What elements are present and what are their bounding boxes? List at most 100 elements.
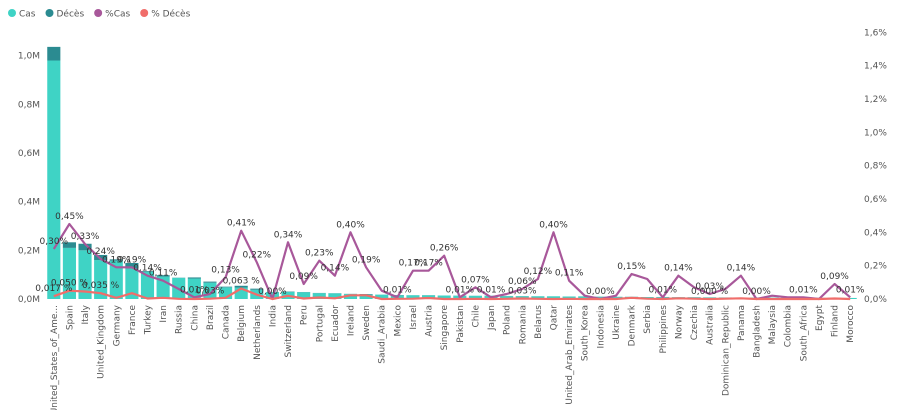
- data-label: 0,22%: [243, 250, 272, 260]
- data-label: 0,01%: [446, 285, 475, 295]
- x-tick-label: Switzerland: [284, 305, 294, 358]
- bar: [500, 296, 514, 299]
- bar: [62, 242, 76, 248]
- bar: [406, 295, 420, 299]
- x-tick-label: Italy: [81, 304, 91, 324]
- data-label: 0,14%: [664, 264, 693, 274]
- data-label: 0,017 %: [35, 284, 73, 294]
- x-tick-label: United_Kingdom: [97, 305, 107, 379]
- data-label: 0,01%: [180, 285, 209, 295]
- data-label: 0,03%: [196, 287, 225, 297]
- y-tick-label: 0,4M: [18, 198, 40, 208]
- data-label: 0,09%: [289, 272, 318, 282]
- bar: [546, 296, 561, 299]
- data-label: 0,050 %: [51, 279, 89, 289]
- legend-marker: [45, 9, 54, 17]
- legend-marker: [140, 9, 149, 17]
- data-label: 0,17%: [414, 259, 443, 269]
- bar: [125, 262, 139, 269]
- x-tick-label: Pakistan: [456, 305, 466, 343]
- x-tick-label: Bangladesh: [753, 305, 763, 358]
- x-tick-label: Peru: [300, 305, 310, 325]
- x-tick-label: Mexico: [393, 305, 403, 337]
- data-label: 0,11%: [149, 269, 178, 279]
- y2-tick-label: 0,4%: [864, 228, 887, 238]
- bar: [140, 271, 155, 272]
- x-tick-label: Colombia: [784, 305, 794, 347]
- legend-label: %Cas: [105, 10, 130, 20]
- x-tick-label: Egypt: [815, 305, 825, 331]
- data-label: 0,19%: [118, 255, 147, 265]
- line: [53, 287, 851, 301]
- data-label: 0,41%: [227, 219, 256, 229]
- x-tick-label: Morocco: [846, 305, 856, 343]
- bar: [109, 259, 123, 261]
- data-label: 0,19%: [102, 255, 131, 265]
- bar: [328, 293, 342, 299]
- data-label: 0,26%: [430, 244, 459, 254]
- bar: [62, 247, 76, 299]
- data-label: 0,24%: [86, 247, 115, 257]
- x-tick-label: Romania: [518, 305, 528, 344]
- data-label: 0,40%: [539, 220, 568, 230]
- bar: [234, 287, 248, 299]
- bar: [78, 250, 92, 299]
- x-tick-label: South_Africa: [799, 305, 809, 361]
- bar: [234, 285, 248, 288]
- data-label: 0,03%: [695, 282, 724, 292]
- y2-tick-label: 1,4%: [864, 62, 887, 72]
- x-tick-label: Czechia: [690, 305, 700, 340]
- data-label: 0,06%: [508, 277, 537, 287]
- x-tick-label: Spain: [65, 305, 75, 330]
- x-tick-label: Belgium: [237, 305, 247, 342]
- y-tick-label: 0,0M: [18, 295, 40, 305]
- y2-tick-label: 0,2%: [864, 262, 887, 272]
- bar: [375, 294, 389, 299]
- y-tick-label: 1,0M: [18, 52, 40, 62]
- data-label: 0,14%: [727, 264, 756, 274]
- x-tick-label: France: [128, 305, 138, 335]
- x-tick-label: Sweden: [362, 305, 372, 341]
- x-tick-label: Serbia: [643, 305, 653, 334]
- bar: [531, 296, 545, 299]
- x-tick-label: Qatar: [550, 305, 560, 331]
- x-tick-label: Dominican_Republic: [721, 305, 731, 396]
- x-tick-label: Canada: [222, 305, 232, 339]
- data-label: 0,45%: [55, 212, 84, 222]
- x-tick-label: Malaysia: [768, 305, 778, 344]
- x-tick-label: China: [190, 305, 200, 331]
- y-tick-label: 0,2M: [18, 246, 40, 256]
- data-label: 0,01%: [789, 285, 818, 295]
- legend-label: Cas: [19, 10, 36, 20]
- bar: [47, 46, 61, 61]
- x-tick-label: Poland: [503, 305, 513, 335]
- data-label: 0,11%: [555, 269, 584, 279]
- x-tick-label: Australia: [706, 305, 716, 345]
- y-tick-label: 0,6M: [18, 149, 40, 159]
- data-label: 0,03%: [508, 287, 537, 297]
- bar: [219, 286, 233, 288]
- bar: [187, 277, 201, 279]
- line: [52, 222, 851, 301]
- data-label: 0,07%: [461, 275, 490, 285]
- bar: [359, 294, 373, 299]
- x-tick-label: Philippines: [659, 305, 669, 354]
- x-tick-label: Belarus: [534, 305, 544, 339]
- bar: [156, 275, 170, 277]
- bar: [312, 293, 326, 299]
- y2-tick-label: 0,6%: [864, 195, 887, 205]
- x-tick-label: Chile: [471, 305, 481, 328]
- data-label: 0,00%: [742, 287, 771, 297]
- data-label: 0,23%: [305, 249, 334, 259]
- legend-label: Décès: [57, 9, 85, 20]
- data-label: 0,000 %: [691, 287, 729, 297]
- bar: [109, 260, 123, 299]
- x-tick-label: Israel: [409, 305, 419, 330]
- x-tick-label: Japan: [487, 305, 497, 331]
- y2-tick-label: 0,0%: [864, 295, 887, 305]
- bar: [47, 60, 61, 299]
- data-label: 0,14%: [133, 264, 162, 274]
- x-tick-label: Russia: [175, 305, 185, 334]
- x-tick-label: India: [268, 305, 278, 327]
